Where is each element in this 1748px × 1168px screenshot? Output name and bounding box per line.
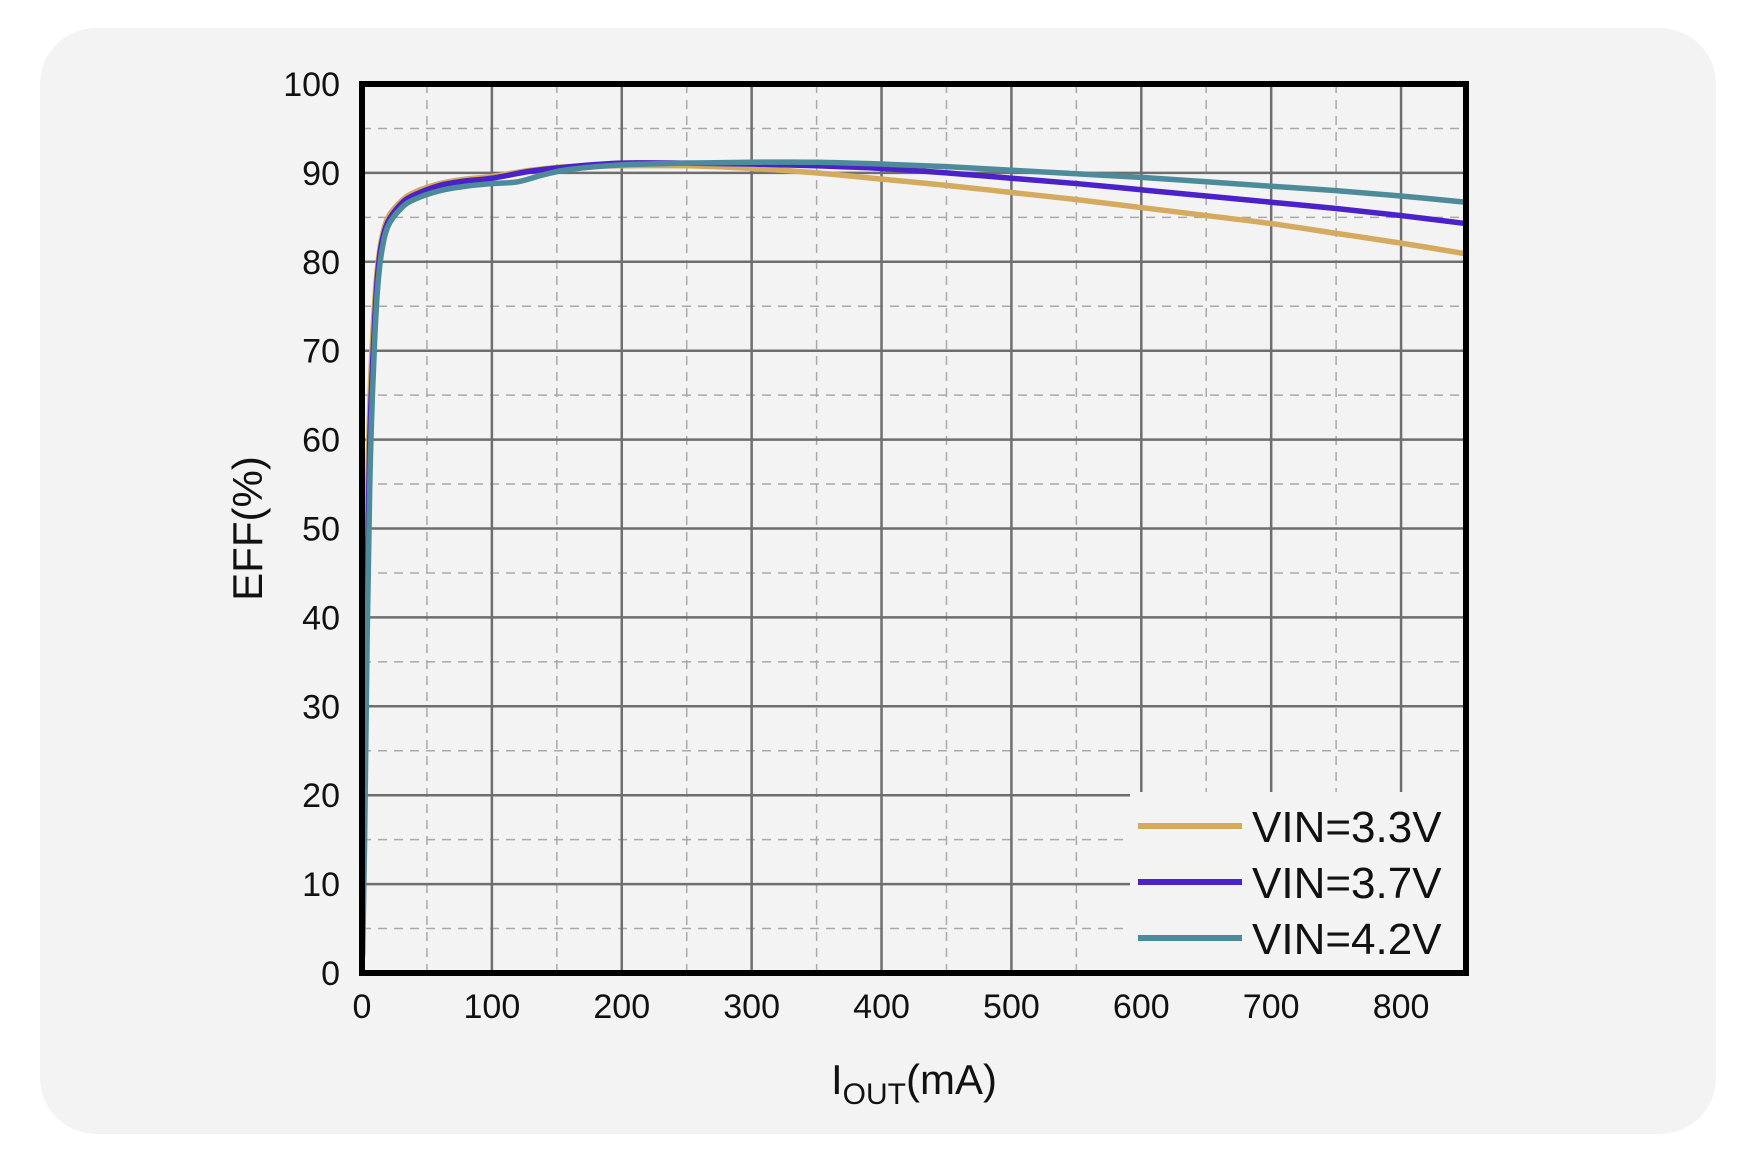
x-tick-label: 400 — [853, 988, 910, 1026]
x-tick-label: 300 — [723, 988, 780, 1026]
y-tick-label: 0 — [321, 955, 340, 993]
legend-label-vin-3-7v: VIN=3.7V — [1252, 859, 1442, 908]
y-tick-label: 70 — [302, 333, 340, 371]
x-axis-title-main: I — [831, 1056, 843, 1103]
legend: VIN=3.3V VIN=3.7V VIN=4.2V — [1130, 792, 1466, 973]
x-tick-label: 100 — [464, 988, 521, 1026]
y-tick-label: 80 — [302, 244, 340, 282]
y-tick-label: 60 — [302, 422, 340, 460]
y-axis-title: EFF(%) — [224, 456, 271, 601]
y-tick-label: 20 — [302, 777, 340, 815]
x-tick-label: 500 — [983, 988, 1040, 1026]
x-tick-label: 800 — [1373, 988, 1430, 1026]
y-tick-label: 40 — [302, 599, 340, 637]
y-tick-label: 10 — [302, 866, 340, 904]
legend-label-vin-3-3v: VIN=3.3V — [1252, 803, 1442, 852]
legend-label-vin-4-2v: VIN=4.2V — [1252, 915, 1442, 964]
x-tick-label: 200 — [593, 988, 650, 1026]
series-line-vin-3-3v — [359, 162, 1469, 905]
x-tick-label: 600 — [1113, 988, 1170, 1026]
y-tick-labels: 0 10 20 30 40 50 60 70 80 90 100 — [283, 66, 340, 993]
y-tick-label: 50 — [302, 511, 340, 549]
x-axis-title: IOUT(mA) — [831, 1056, 997, 1111]
x-axis-title-unit: (mA) — [906, 1056, 997, 1103]
x-tick-label: 700 — [1243, 988, 1300, 1026]
y-tick-label: 90 — [302, 155, 340, 193]
x-axis-title-sub: OUT — [843, 1078, 906, 1111]
plot-frame — [359, 81, 1469, 976]
x-tick-label: 0 — [353, 988, 372, 1026]
series-lines — [359, 159, 1469, 958]
series-line-vin-4-2v — [359, 159, 1469, 958]
y-tick-label: 100 — [283, 66, 340, 104]
x-tick-labels: 0 100 200 300 400 500 600 700 800 — [353, 988, 1430, 1026]
y-tick-label: 30 — [302, 688, 340, 726]
